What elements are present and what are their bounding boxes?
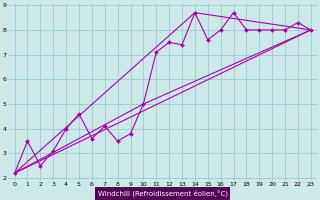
X-axis label: Windchill (Refroidissement éolien,°C): Windchill (Refroidissement éolien,°C) [98, 190, 228, 197]
